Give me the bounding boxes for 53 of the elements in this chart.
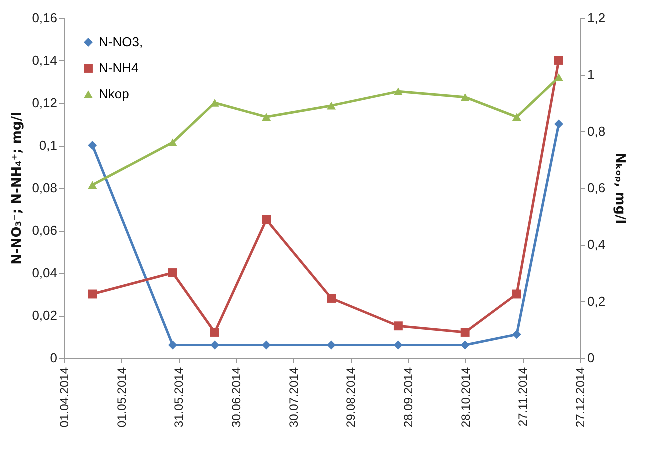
x-tick-label: 29.08.2014: [344, 367, 358, 428]
point: [168, 268, 178, 278]
point: [554, 120, 564, 129]
y-tick-label: 0,14: [32, 53, 58, 68]
point: [394, 88, 403, 96]
point: [210, 328, 220, 337]
point: [210, 340, 220, 350]
point: [394, 322, 403, 331]
y-tick-label: 0,12: [32, 96, 58, 110]
point: [88, 290, 98, 299]
point: [512, 330, 522, 340]
point: [262, 215, 272, 224]
point: [327, 102, 336, 110]
legend-label: Nkop: [99, 86, 130, 102]
y-tick-label: 0,02: [32, 308, 58, 323]
x-tick-label: 30.07.2014: [286, 367, 301, 428]
point: [168, 340, 178, 350]
legend-label: N-NO3,: [99, 34, 144, 50]
x-tick-label: 01.05.2014: [114, 367, 129, 428]
x-tick-label: 27.11.2014: [516, 367, 530, 427]
point: [460, 93, 470, 102]
y-tick-label: 0: [50, 350, 58, 366]
x-tick-label: 01.04.2014: [58, 367, 72, 428]
y-tick-label: 0,1: [39, 138, 58, 153]
point: [262, 113, 272, 122]
y2-tick-label: 0,4: [588, 237, 606, 252]
point: [88, 181, 98, 190]
point: [210, 99, 220, 107]
point: [554, 56, 564, 65]
y-tick-label: 0,06: [32, 223, 58, 238]
point: [168, 138, 178, 147]
point: [460, 328, 470, 337]
legend-label: N-NH4: [99, 60, 139, 76]
point: [512, 290, 522, 299]
x-tick-label: 31.05.2014: [172, 367, 186, 428]
y-axis-title: N-NO₃⁻; N-NH₄⁺; mg/l: [10, 112, 26, 265]
y-tick-label: 0,08: [32, 180, 58, 196]
x-tick-label: 28.10.2014: [458, 367, 473, 428]
y-tick-label: 0,16: [32, 10, 58, 26]
y2-tick-label: 0: [588, 350, 595, 366]
y2-axis-title: Nₖₒₚ, mg/l: [612, 152, 628, 224]
x-tick-label: 30.06.2014: [230, 367, 244, 428]
x-tick-label: 27.12.2014: [574, 367, 588, 428]
point: [327, 294, 336, 303]
y2-tick-label: 0,6: [588, 180, 606, 196]
y2-tick-label: 0,8: [588, 124, 606, 139]
y2-tick-label: 1: [588, 67, 595, 82]
y2-tick-label: 1,2: [588, 10, 606, 26]
y-tick-label: 0,04: [32, 266, 58, 280]
point: [88, 141, 98, 150]
y2-tick-label: 0,2: [588, 294, 606, 309]
point: [512, 113, 522, 122]
x-tick-label: 28.09.2014: [402, 367, 416, 428]
